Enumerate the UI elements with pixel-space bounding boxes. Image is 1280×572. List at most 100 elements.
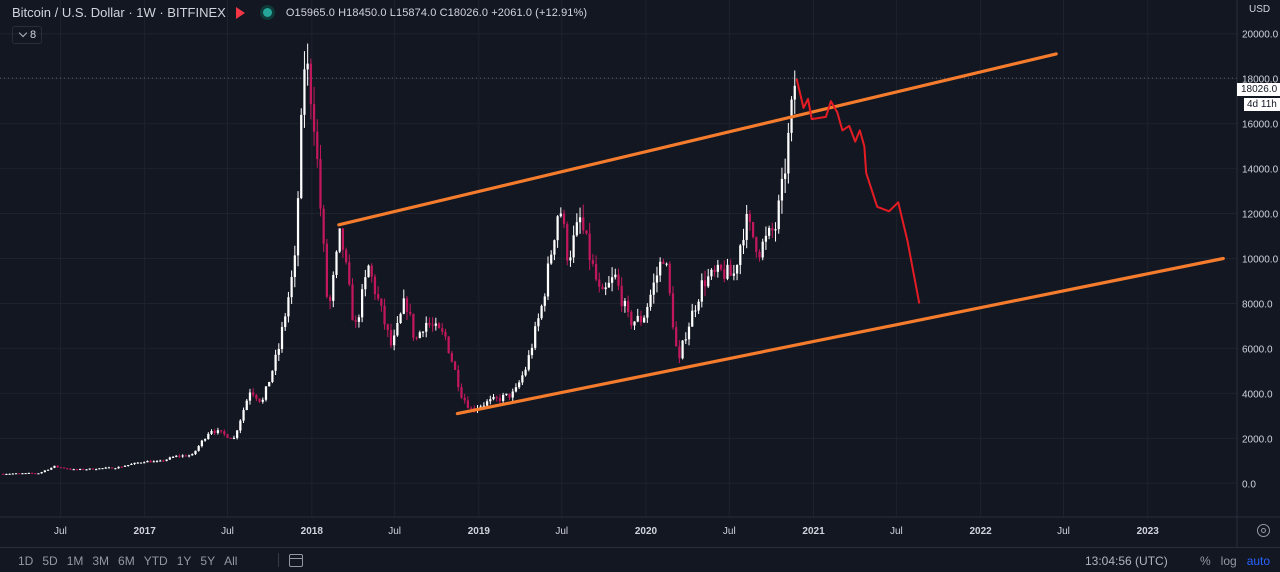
candle-body <box>85 469 88 471</box>
candle-body <box>62 467 66 469</box>
candle-body <box>572 235 575 258</box>
indicators-toggle[interactable]: 8 <box>12 26 43 44</box>
candle-body <box>537 318 540 327</box>
candle-body <box>393 335 396 346</box>
candle-body <box>649 294 652 307</box>
candle-body <box>578 217 582 223</box>
range-button-1m[interactable]: 1M <box>66 554 84 568</box>
range-button-5y[interactable]: 5Y <box>200 554 216 568</box>
candle-body <box>8 473 11 475</box>
projection-path[interactable] <box>795 78 921 304</box>
x-tick-label: Jul <box>1057 526 1070 537</box>
candle-body <box>777 200 780 230</box>
chevron-down-icon <box>18 28 28 38</box>
x-tick-label: 2022 <box>970 526 993 537</box>
candle-body <box>787 132 790 174</box>
candle-body <box>437 323 441 329</box>
candle-body <box>319 159 322 209</box>
candle-body <box>671 293 675 328</box>
utc-clock[interactable]: 13:04:56 (UTC) <box>1085 554 1168 568</box>
candle-body <box>34 473 37 475</box>
time-axis[interactable]: Jul 2017 Jul 2018 Jul 2019 Jul 2020 Jul 2021 Jul 20… <box>54 526 1159 537</box>
candle-body <box>559 213 562 217</box>
candle-body <box>380 298 383 306</box>
candle-body <box>511 391 514 398</box>
log-toggle[interactable]: log <box>1220 554 1237 568</box>
candle-body <box>377 294 380 299</box>
x-tick-label: Jul <box>555 526 568 537</box>
price-chart[interactable]: 0.0 2000.0 4000.0 6000.0 8000.0 10000.0 12000.… <box>0 0 1280 547</box>
candle-body <box>139 462 143 464</box>
range-button-all[interactable]: All <box>224 554 238 568</box>
range-button-6m[interactable]: 6M <box>118 554 135 568</box>
candle-body <box>43 470 46 473</box>
currency-label[interactable]: USD <box>1249 4 1271 15</box>
candle-body <box>325 243 328 297</box>
percent-toggle[interactable]: % <box>1200 554 1211 568</box>
candle-body <box>120 466 123 468</box>
candle-body <box>441 328 444 332</box>
candle-body <box>312 104 316 132</box>
candle-body <box>771 227 774 231</box>
symbol-title[interactable]: Bitcoin / U.S. Dollar · 1W · BITFINEX <box>12 5 226 20</box>
candle-body <box>245 400 248 410</box>
candle-body <box>543 296 546 306</box>
x-tick-label: Jul <box>388 526 401 537</box>
candle-body <box>152 461 155 463</box>
candle-body <box>232 437 236 439</box>
range-button-5d[interactable]: 5D <box>42 554 58 568</box>
candle-body <box>268 381 271 387</box>
auto-toggle[interactable]: auto <box>1246 554 1271 568</box>
gear-icon[interactable] <box>1257 524 1270 537</box>
market-status-icon <box>262 8 272 17</box>
candle-body <box>412 313 415 338</box>
candle-body <box>636 315 639 322</box>
candle-body <box>716 264 719 272</box>
y-tick-label: 0.0 <box>1242 479 1256 490</box>
candle-body <box>101 468 104 470</box>
candle-body <box>271 370 274 382</box>
candle-body <box>30 472 34 474</box>
bar-countdown-label: 4d 11h <box>1244 98 1280 111</box>
candle-body <box>40 472 43 474</box>
candle-body <box>18 473 21 475</box>
candle-body <box>332 274 335 301</box>
candle-body <box>540 305 543 319</box>
range-button-1d[interactable]: 1D <box>18 554 34 568</box>
y-tick-label: 14000.0 <box>1242 165 1279 176</box>
symbol-header: Bitcoin / U.S. Dollar · 1W · BITFINEX O1… <box>12 5 587 20</box>
candle-body <box>11 473 14 475</box>
candle-body <box>415 337 418 339</box>
candle-body <box>623 300 627 307</box>
trend-channel-upper[interactable] <box>337 52 1058 227</box>
candle-body <box>200 440 204 447</box>
candle-body <box>309 63 312 105</box>
flag-icon[interactable] <box>235 6 245 19</box>
candle-body <box>463 397 466 401</box>
candle-body <box>396 322 399 336</box>
candle-body <box>508 393 511 398</box>
candle-body <box>114 468 117 470</box>
candle-body <box>732 273 735 276</box>
candle-body <box>107 467 111 469</box>
candle-body <box>75 469 79 471</box>
trend-channel-lower[interactable] <box>455 256 1225 416</box>
candle-body <box>569 257 572 261</box>
candle-body <box>502 394 505 402</box>
candle-body <box>111 467 114 469</box>
range-button-3m[interactable]: 3M <box>92 554 110 568</box>
candle-body <box>66 468 69 470</box>
candle-body <box>354 320 357 322</box>
y-tick-label: 10000.0 <box>1242 255 1279 266</box>
range-button-1y[interactable]: 1Y <box>176 554 192 568</box>
candle-body <box>681 340 684 359</box>
range-button-ytd[interactable]: YTD <box>143 554 168 568</box>
candle-body <box>187 455 191 457</box>
price-axis[interactable]: 0.0 2000.0 4000.0 6000.0 8000.0 10000.0 12000.… <box>1242 30 1279 491</box>
candle-body <box>707 276 710 287</box>
candle-body <box>556 216 559 241</box>
calendar-icon[interactable] <box>289 554 303 567</box>
candle-body <box>460 387 463 398</box>
candle-body <box>607 282 611 288</box>
candle-body <box>229 437 232 439</box>
